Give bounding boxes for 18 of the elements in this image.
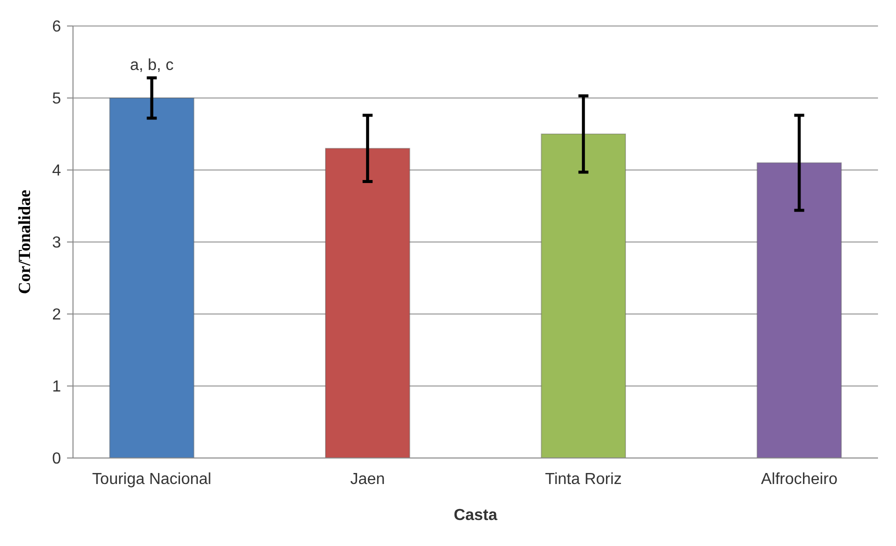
y-tick-label: 2 [52,306,62,324]
y-tick-label: 4 [52,162,62,180]
y-axis-title: Cor/Tonalidae [15,189,34,294]
x-tick-label: Jaen [350,471,385,488]
bar [325,148,410,458]
y-tick-label: 1 [52,378,62,396]
y-tick-label: 5 [52,90,62,108]
bar [756,162,842,458]
y-tick-label: 6 [52,18,62,36]
x-tick-label: Tinta Roriz [545,471,622,488]
x-tick-label: Touriga Nacional [92,471,212,488]
bar [109,98,194,458]
y-tick-label: 3 [52,234,62,252]
bar [540,134,626,458]
annotation: a, b, c [130,56,174,74]
x-axis-title: Casta [454,507,498,524]
y-tick-label: 0 [52,450,62,468]
x-tick-label: Alfrocheiro [760,471,838,488]
